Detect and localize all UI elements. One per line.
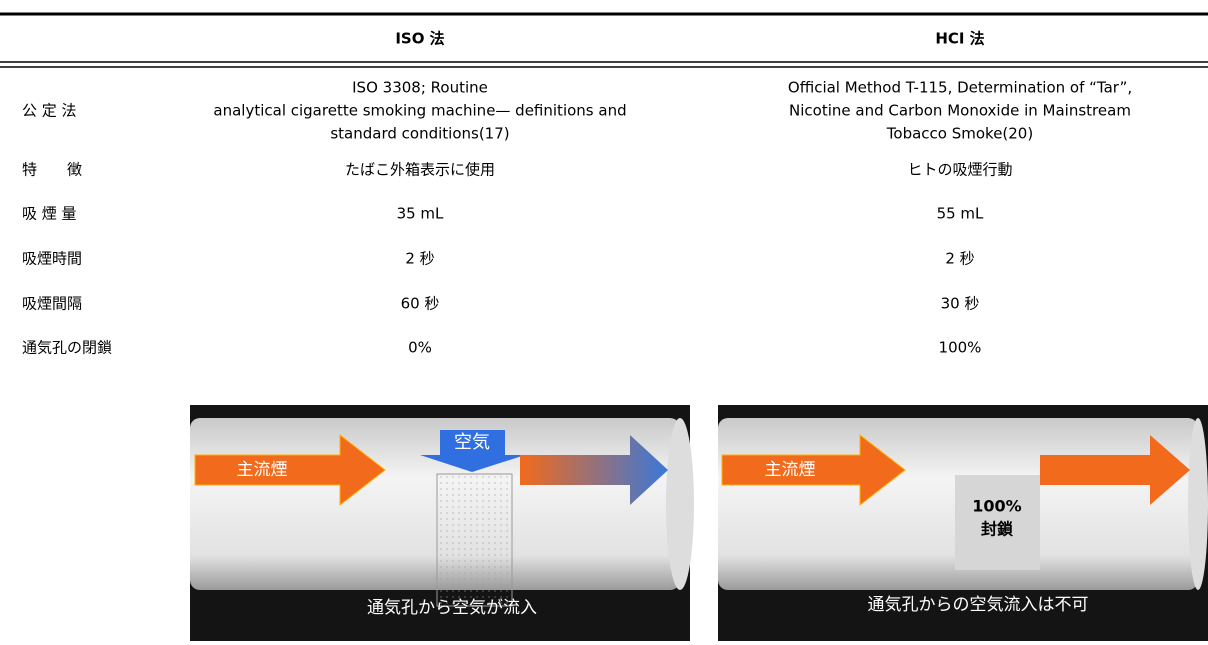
figure-iso: 空気 主流煙 通気孔から空気が流入 (190, 405, 694, 641)
cell-text: ヒトの吸煙行動 (907, 161, 1012, 179)
caption: 通気孔から空気が流入 (367, 598, 537, 618)
cell-text: たばこ外箱表示に使用 (345, 161, 495, 179)
arrow-label: 主流煙 (765, 460, 816, 480)
row-label: 通気孔の閉鎖 (22, 339, 112, 357)
cell-text: 55 mL (937, 205, 984, 223)
caption: 通気孔からの空気流入は不可 (868, 595, 1089, 615)
cell-text: standard conditions(17) (330, 125, 509, 143)
cell-text: 2 秒 (405, 250, 434, 268)
air-label: 空気 (454, 432, 490, 453)
cell-text: ISO 3308; Routine (352, 79, 488, 97)
cell-text: 30 秒 (941, 295, 980, 313)
cell-text: 0% (408, 339, 432, 357)
figure-hci: 主流煙 100% 封鎖 通気孔からの空気流入は不可 (718, 405, 1208, 641)
row-label: 公 定 法 (22, 102, 77, 120)
cell-text: Tobacco Smoke(20) (886, 125, 1033, 143)
column-header: ISO 法 (395, 30, 444, 48)
row-label: 吸 煙 量 (22, 205, 77, 223)
row-label: 特 徴 (22, 161, 82, 179)
cell-text: analytical cigarette smoking machine— de… (213, 102, 626, 120)
cell-text: 2 秒 (945, 250, 974, 268)
row-label: 吸煙時間 (22, 250, 82, 268)
cell-text: 35 mL (397, 205, 444, 223)
cell-text: Nicotine and Carbon Monoxide in Mainstre… (789, 102, 1131, 120)
seal-label: 封鎖 (981, 520, 1014, 539)
row-label: 吸煙間隔 (22, 295, 82, 313)
column-header: HCI 法 (935, 30, 984, 48)
table: ISO 法 HCI 法公 定 法 ISO 3308; Routine analytic… (22, 30, 1132, 357)
cell-text: Official Method T-115, Determination of … (788, 79, 1132, 97)
cell-text: 60 秒 (401, 295, 440, 313)
seal-label: 100% (972, 497, 1021, 516)
cell-text: 100% (939, 339, 982, 357)
arrow-label: 主流煙 (237, 460, 288, 480)
